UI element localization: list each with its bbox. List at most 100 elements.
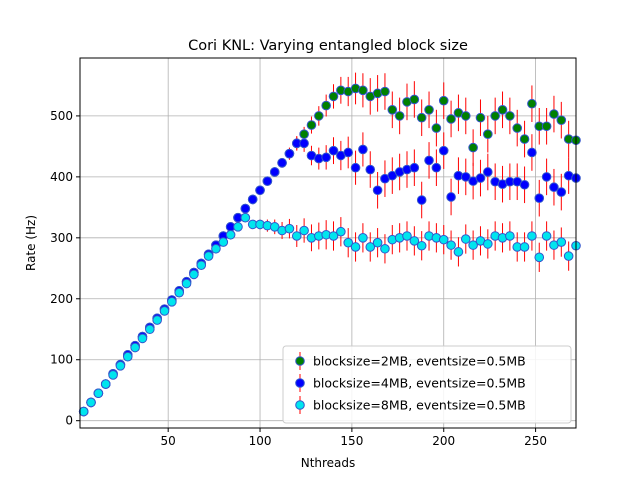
data-point — [115, 361, 126, 371]
legend-label: blocksize=8MB, eventsize=0.5MB — [313, 398, 526, 413]
data-point — [380, 243, 390, 254]
data-point — [556, 237, 567, 247]
data-point — [468, 142, 478, 153]
data-point — [159, 306, 170, 316]
data-point — [438, 145, 449, 156]
data-point — [122, 351, 133, 362]
data-point — [262, 176, 273, 186]
data-point — [446, 240, 456, 250]
data-point — [181, 278, 192, 289]
data-point — [446, 192, 456, 202]
data-point — [365, 164, 376, 175]
data-point — [372, 237, 383, 248]
data-point — [365, 242, 376, 252]
data-point — [284, 223, 295, 234]
data-point — [93, 388, 104, 399]
data-point — [416, 112, 427, 123]
data-point — [416, 240, 427, 251]
data-point — [247, 194, 258, 205]
data-point — [505, 231, 515, 241]
data-point — [541, 121, 552, 132]
axis-ticks: 50 100 150 200 250 0 100 200 300 400 500 — [50, 109, 547, 448]
x-tick-label: 150 — [340, 434, 363, 448]
data-point — [130, 342, 140, 353]
data-point — [519, 134, 530, 144]
data-point — [490, 111, 500, 121]
data-point — [409, 162, 420, 173]
data-point — [431, 162, 442, 173]
data-point — [512, 123, 523, 133]
data-point — [291, 231, 302, 241]
data-point — [453, 247, 464, 257]
data-point — [424, 105, 434, 115]
data-point — [519, 179, 530, 190]
data-point — [299, 225, 309, 236]
data-point — [387, 105, 398, 115]
data-point — [255, 185, 265, 196]
plot-frame — [79, 57, 577, 429]
data-point — [446, 114, 456, 124]
data-point — [549, 109, 559, 119]
data-point — [240, 212, 251, 223]
legend-marker — [295, 378, 305, 388]
data-point — [100, 379, 111, 389]
data-point — [203, 251, 214, 261]
data-point — [189, 269, 199, 280]
data-point — [483, 129, 493, 139]
data-point — [343, 237, 354, 248]
data-point — [468, 240, 478, 250]
y-tick-label: 200 — [50, 292, 73, 306]
legend: blocksize=2MB, eventsize=0.5MB blocksize=… — [282, 345, 572, 424]
legend-frame — [282, 345, 572, 424]
data-point — [380, 86, 390, 97]
data-point — [277, 158, 287, 168]
data-point — [108, 370, 118, 380]
data-point — [505, 111, 515, 121]
data-point — [541, 172, 552, 182]
data-point — [409, 236, 420, 246]
data-point — [549, 182, 559, 193]
data-point — [534, 252, 545, 263]
data-point — [321, 152, 331, 163]
data-point — [438, 95, 449, 106]
data-point — [483, 239, 493, 249]
data-point — [314, 111, 324, 121]
data-point — [372, 185, 383, 196]
data-point — [233, 222, 243, 232]
data-point — [321, 100, 331, 111]
data-point — [358, 85, 368, 96]
data-point — [269, 167, 280, 177]
data-point — [78, 406, 89, 417]
data-point — [137, 333, 148, 344]
data-point — [402, 231, 412, 241]
data-point — [460, 172, 471, 182]
data-point — [343, 147, 354, 158]
y-tick-label: 400 — [50, 170, 73, 184]
x-axis-label: Nthreads — [301, 456, 356, 470]
y-tick-label: 300 — [50, 231, 73, 245]
data-point — [431, 123, 442, 133]
data-point — [519, 242, 530, 252]
data-point — [527, 98, 537, 109]
legend-label: blocksize=4MB, eventsize=0.5MB — [313, 376, 526, 391]
data-point — [409, 94, 420, 105]
data-point — [358, 233, 368, 243]
x-tick-label: 100 — [249, 434, 272, 448]
data-point — [483, 167, 493, 177]
chart-title: Cori KNL: Varying entangled block size — [188, 38, 468, 54]
y-tick-label: 100 — [50, 353, 73, 367]
data-point — [497, 105, 508, 115]
data-point — [218, 237, 229, 247]
data-point — [460, 234, 471, 244]
data-point — [350, 162, 361, 173]
y-tick-label: 500 — [50, 109, 73, 123]
data-point — [438, 234, 449, 245]
data-point — [328, 231, 339, 241]
data-point — [167, 297, 177, 307]
y-tick-label: 0 — [65, 414, 73, 428]
data-point — [174, 287, 184, 298]
data-point — [424, 155, 434, 166]
legend-marker — [295, 356, 305, 366]
data-point — [475, 112, 486, 123]
